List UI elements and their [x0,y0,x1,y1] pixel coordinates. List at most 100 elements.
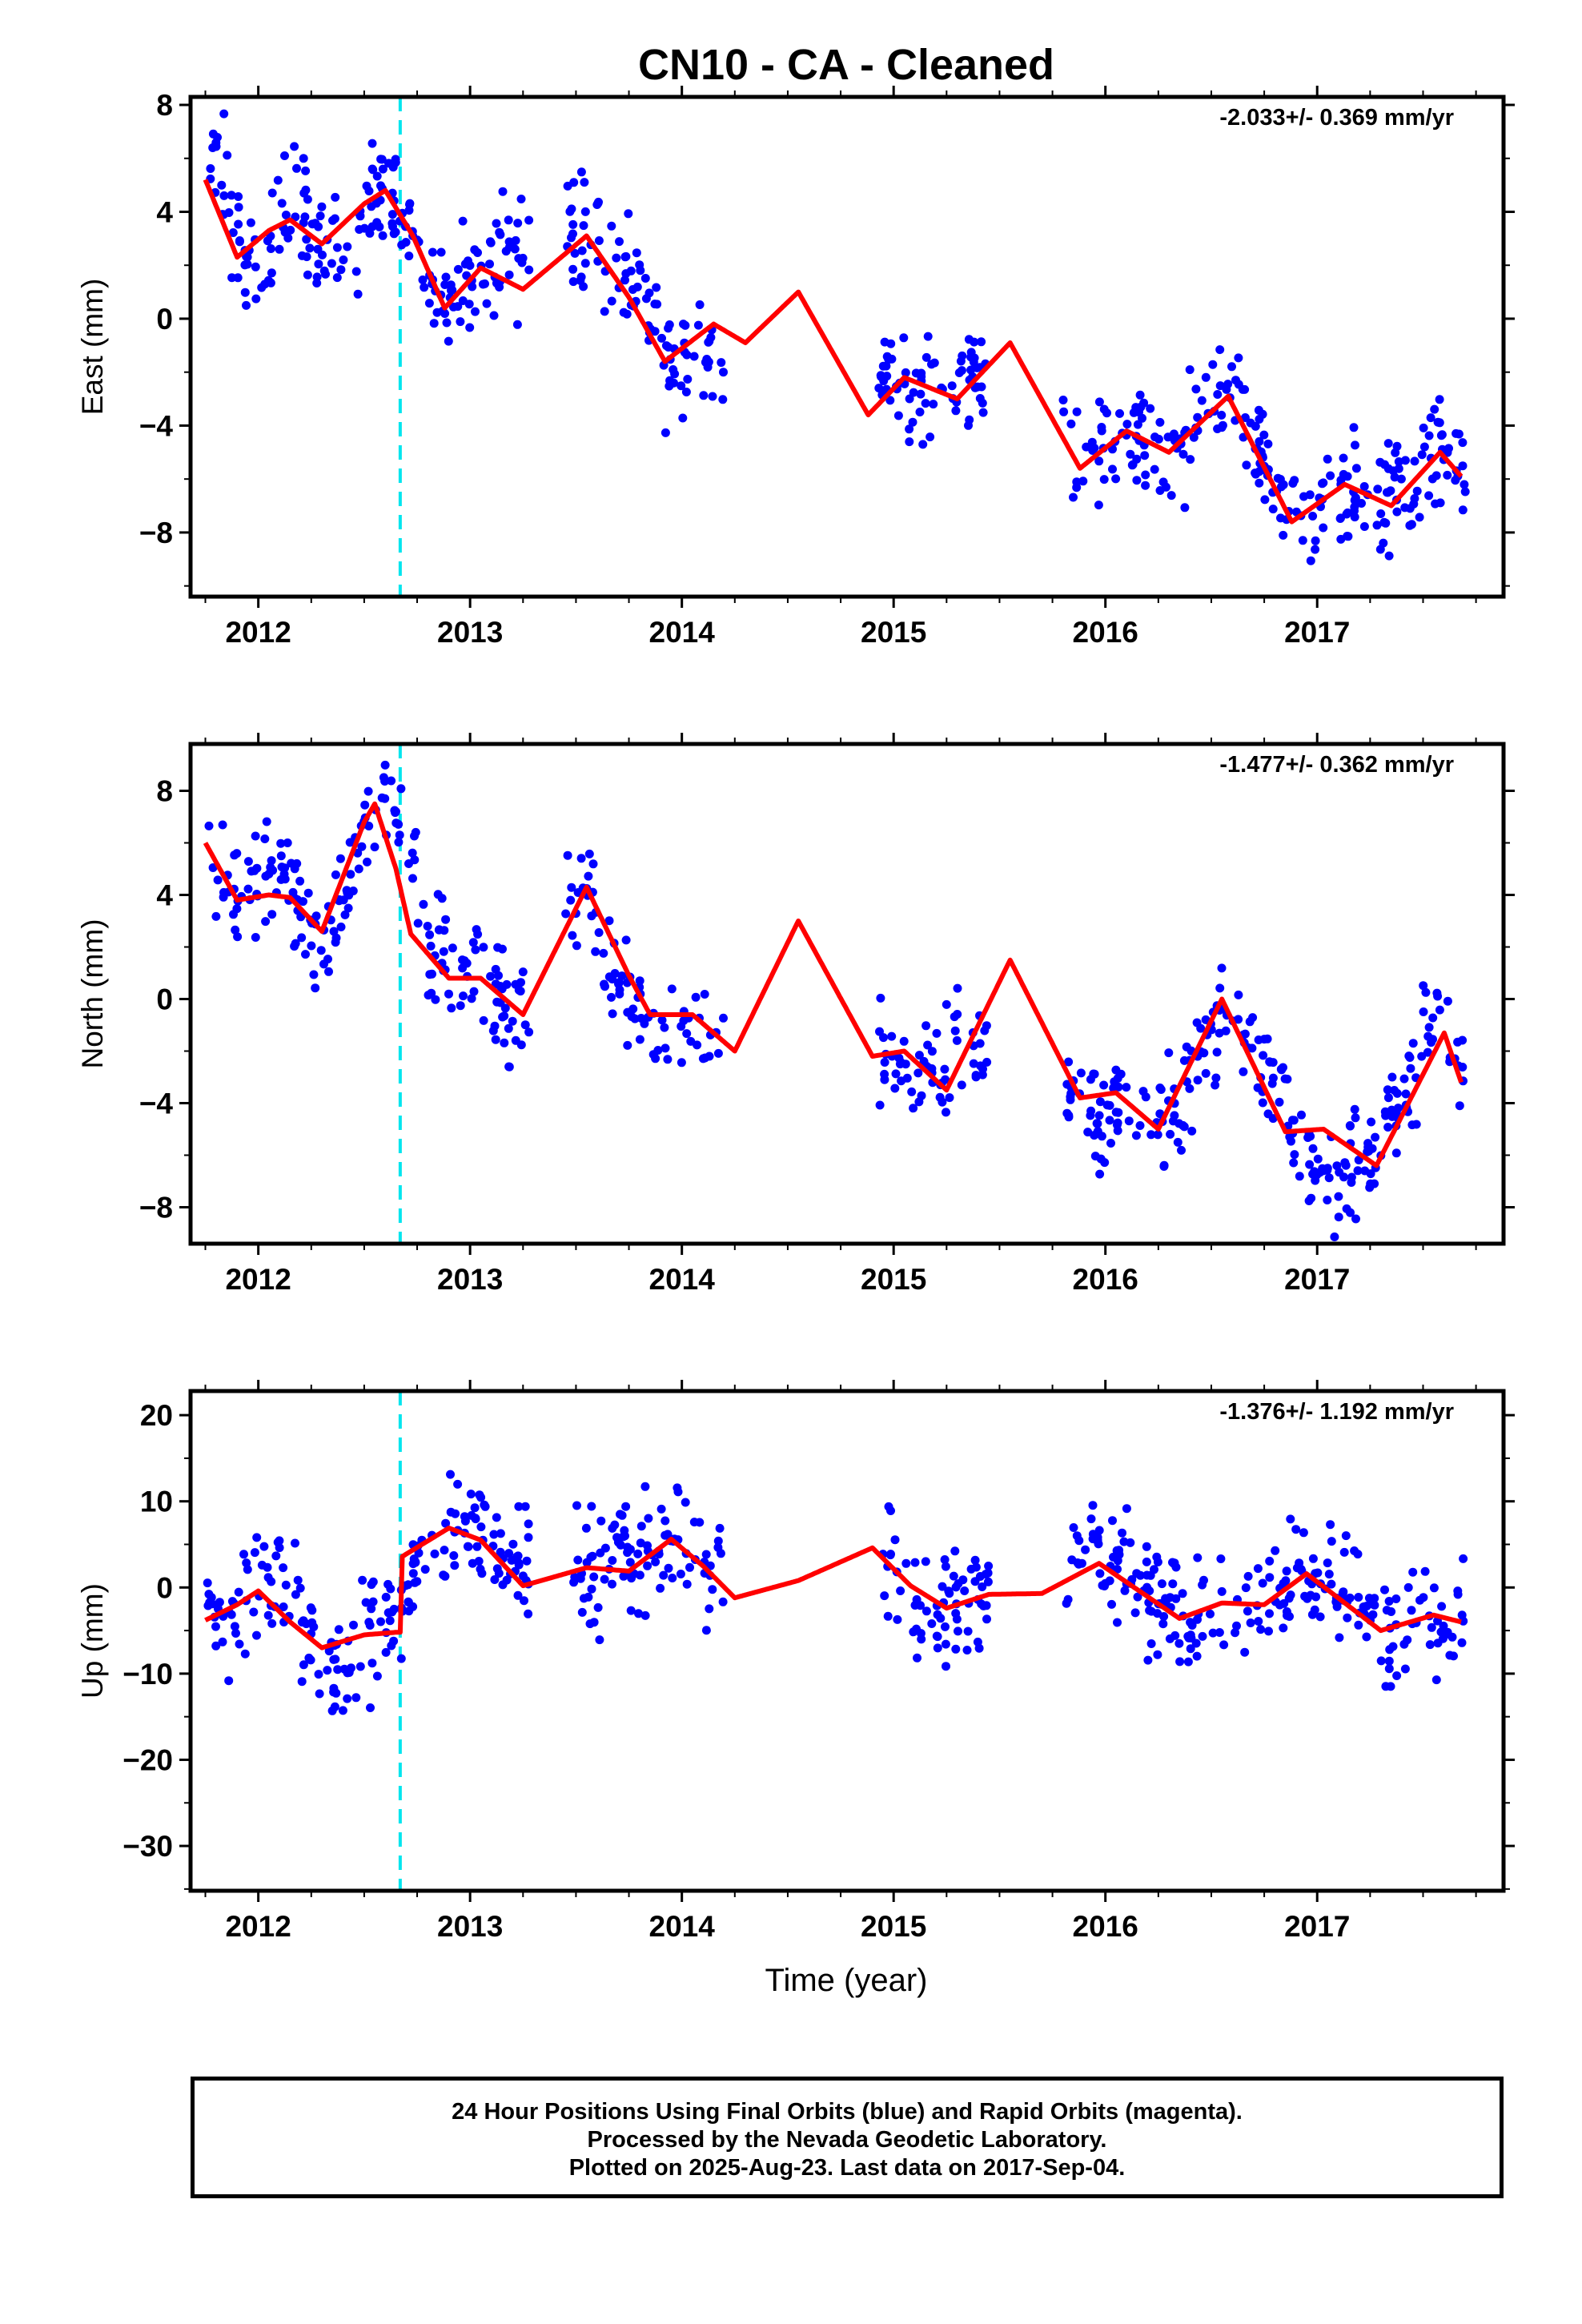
data-point [331,870,340,879]
data-point [459,991,468,1001]
data-point [969,357,978,367]
data-point [1066,1088,1076,1098]
data-point [419,899,428,909]
data-point [218,1637,227,1647]
data-point [1308,512,1318,521]
data-point [1116,1069,1126,1079]
data-point [1255,415,1264,424]
data-point [1241,1583,1251,1593]
data-point [1132,1569,1142,1578]
data-point [978,1070,987,1080]
data-point [524,215,534,225]
data-point [1330,1232,1339,1241]
data-point [251,831,260,841]
data-point [516,195,526,203]
y-tick-label: 10 [140,1486,173,1518]
data-point [640,1019,649,1028]
data-point [1258,1098,1267,1108]
data-point [1363,1147,1372,1156]
data-point [899,1036,909,1046]
data-point [1099,475,1109,485]
data-point [1175,1657,1185,1667]
data-point [251,262,260,271]
data-point [330,214,339,223]
data-point [463,1542,472,1551]
data-point [1086,1514,1096,1524]
data-point [610,1520,620,1530]
data-point [656,1504,666,1514]
data-point [623,1040,632,1050]
data-point [1222,384,1231,394]
data-point [261,917,271,927]
data-point [297,933,307,943]
data-point [1198,1631,1207,1641]
y-tick-label: 4 [156,195,173,228]
model-fit-line [203,179,1464,525]
data-point [1170,1111,1179,1120]
data-point [1419,981,1428,991]
data-point [297,1677,307,1687]
y-tick-label: 0 [156,303,173,336]
data-point [1342,509,1351,519]
data-point [276,875,286,884]
data-point [331,192,340,202]
data-point [363,786,373,796]
data-point [1132,476,1142,485]
data-point [626,266,636,275]
data-point [1193,1553,1203,1562]
data-point [512,1552,521,1562]
data-point [1177,1145,1186,1155]
data-point [1240,1647,1250,1657]
data-point [1439,1621,1448,1630]
data-point [1193,1076,1203,1085]
data-point [504,1062,514,1072]
data-point [566,895,576,905]
data-point [586,1553,596,1562]
data-point [716,1549,725,1558]
data-point [217,180,227,190]
data-point [1308,1554,1318,1563]
data-point [512,320,522,329]
data-point [513,219,523,228]
data-point [683,375,693,384]
data-point [1277,1065,1287,1075]
data-point [441,915,451,924]
data-point [890,1084,900,1093]
data-point [1455,1101,1464,1111]
data-point [227,273,237,283]
data-point [1438,1634,1447,1643]
data-point [1114,1546,1124,1555]
data-point [913,1653,921,1663]
plot-frame [188,742,1506,1246]
data-point [656,1583,665,1593]
data-point [708,1585,717,1594]
data-point [1186,1618,1195,1627]
panels-group: 2012 2013 2014 2015 2016 2017 8 4 0 −4 −8 East (mm)… [76,86,1515,1943]
data-point [644,1514,653,1523]
data-point [604,916,614,926]
data-point [953,1010,962,1019]
data-point [230,1622,239,1631]
data-point [233,932,243,942]
data-point [456,1001,465,1011]
data-point [607,221,616,231]
data-point [1421,987,1431,997]
data-point [1242,460,1251,470]
data-point [596,1516,606,1526]
data-point [1412,486,1422,496]
data-point [405,199,415,208]
data-point [243,857,253,866]
data-point [1364,1594,1374,1603]
data-point [1335,514,1345,523]
data-point [1271,1546,1280,1555]
data-point [563,850,572,860]
data-point [211,1622,220,1631]
data-point [1146,404,1155,413]
data-point [1409,499,1419,509]
data-point [243,1565,252,1574]
footer-line-processor: Processed by the Nevada Geodetic Laborat… [587,2127,1107,2153]
data-point [472,1542,482,1551]
data-point [1118,1528,1126,1538]
data-point [615,989,624,999]
data-point [896,1586,905,1595]
